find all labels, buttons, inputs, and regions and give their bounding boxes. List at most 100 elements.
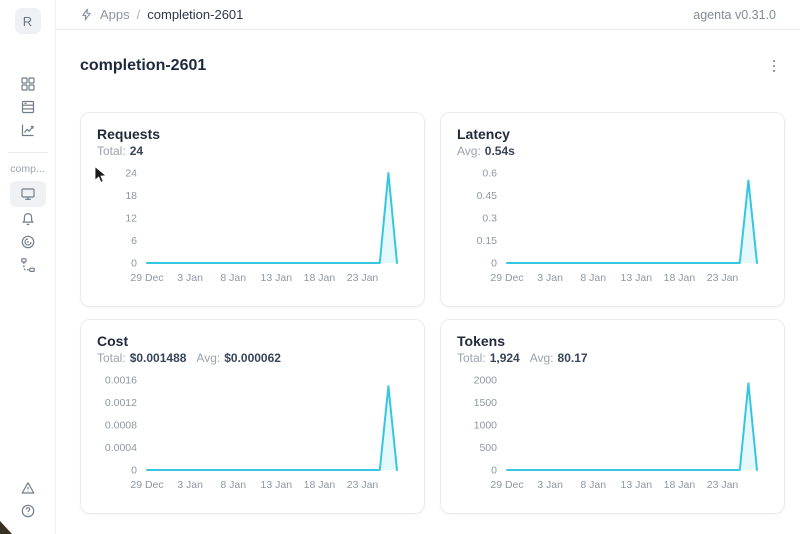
kebab-menu-button[interactable] [763, 55, 785, 77]
svg-text:18: 18 [125, 190, 137, 202]
stat-value: 24 [129, 144, 144, 158]
series-line [506, 382, 758, 471]
svg-text:1000: 1000 [474, 420, 498, 432]
y-axis-labels: 0 6 12 18 24 [125, 168, 137, 270]
svg-text:0.45: 0.45 [477, 190, 498, 202]
svg-text:13 Jan: 13 Jan [621, 479, 653, 491]
sidebar-item-apps[interactable] [10, 72, 46, 95]
svg-text:13 Jan: 13 Jan [261, 272, 293, 284]
x-axis-labels: 29 Dec 3 Jan 8 Jan 13 Jan 18 Jan 23 Jan [130, 272, 378, 284]
svg-text:29 Dec: 29 Dec [490, 272, 523, 284]
sidebar-nav-app [9, 181, 46, 276]
stat-label: Avg: [457, 144, 481, 158]
sidebar-item-registry[interactable] [10, 95, 46, 118]
sidebar-item-help[interactable] [10, 499, 46, 522]
svg-text:500: 500 [479, 442, 497, 454]
sidebar-item-observability[interactable] [10, 230, 46, 253]
page-title: completion-2601 [80, 57, 207, 74]
sidebar-item-feedback[interactable] [10, 476, 46, 499]
series-line [146, 172, 398, 264]
kebab-dot [772, 59, 776, 63]
svg-text:18 Jan: 18 Jan [664, 272, 696, 284]
x-axis-labels: 29 Dec 3 Jan 8 Jan 13 Jan 18 Jan 23 Jan [490, 272, 738, 284]
apps-grid-icon [20, 76, 36, 92]
breadcrumb: Apps / completion-2601 [80, 7, 243, 22]
svg-text:0.0016: 0.0016 [105, 375, 137, 387]
svg-text:0.0012: 0.0012 [105, 397, 137, 409]
sidebar-nav-top [10, 72, 46, 141]
series-area [147, 386, 397, 470]
svg-text:0.0008: 0.0008 [105, 420, 137, 432]
svg-text:0: 0 [491, 258, 497, 270]
bell-icon [20, 211, 36, 227]
svg-text:24: 24 [125, 168, 137, 180]
cards-grid: Requests Total: 24 0 6 12 18 24 29 Dec 3 Jan 8 J… [80, 112, 785, 514]
trace-tree-icon [20, 257, 36, 273]
card-title: Cost [97, 333, 129, 349]
card-chart[interactable]: 0 500 1000 1500 2000 29 Dec 3 Jan 8 Jan 13 Jan 18… [457, 370, 770, 508]
stat-label: Total: [97, 351, 126, 365]
breadcrumb-current: completion-2601 [147, 7, 244, 22]
stat-value: $0.001488 [129, 351, 187, 365]
svg-text:0: 0 [131, 258, 137, 270]
kebab-dot [772, 64, 776, 68]
sidebar-app-label: comp... [10, 163, 45, 175]
stat-label: Avg: [529, 351, 554, 365]
svg-text:13 Jan: 13 Jan [621, 272, 653, 284]
stat-label: Total: [97, 144, 126, 158]
avatar-letter: R [22, 13, 33, 29]
sidebar-item-traces[interactable] [10, 253, 46, 276]
chart-wrap: 0 0.0004 0.0008 0.0012 0.0016 29 Dec 3 Jan 8 Ja… [97, 370, 408, 508]
svg-text:0: 0 [491, 465, 497, 477]
metric-card-requests: Requests Total: 24 0 6 12 18 24 29 Dec 3 Jan 8 J… [80, 112, 425, 307]
sidebar-item-alerts[interactable] [10, 207, 46, 230]
series-area [507, 180, 757, 263]
stat-value: $0.000062 [224, 351, 281, 365]
svg-text:3 Jan: 3 Jan [177, 479, 203, 491]
stat-value: 1,924 [489, 351, 520, 365]
svg-text:23 Jan: 23 Jan [347, 479, 379, 491]
card-chart[interactable]: 0 0.0004 0.0008 0.0012 0.0016 29 Dec 3 Jan 8 Ja… [97, 370, 410, 508]
svg-text:2000: 2000 [474, 375, 498, 387]
bolt-icon [80, 8, 93, 21]
svg-text:23 Jan: 23 Jan [707, 479, 739, 491]
y-axis-labels: 0 0.15 0.3 0.45 0.6 [477, 168, 498, 270]
svg-text:0.6: 0.6 [482, 168, 497, 180]
svg-text:23 Jan: 23 Jan [347, 272, 379, 284]
card-stats: Total: $0.001488 Avg: $0.000062 [97, 350, 408, 366]
card-stats: Total: 24 [97, 143, 408, 159]
svg-text:0.0004: 0.0004 [105, 442, 137, 454]
sidebar-nav-bottom [10, 476, 46, 522]
breadcrumb-apps-link[interactable]: Apps [100, 7, 130, 22]
svg-text:6: 6 [131, 235, 137, 247]
series-area [507, 383, 757, 470]
metric-card-latency: Latency Avg: 0.54s 0 0.15 0.3 0.45 0.6 29 Dec 3… [440, 112, 785, 307]
card-chart[interactable]: 0 0.15 0.3 0.45 0.6 29 Dec 3 Jan 8 Jan 13 Jan 18 … [457, 163, 770, 301]
sidebar-item-evaluations[interactable] [10, 118, 46, 141]
kebab-dot [772, 69, 776, 73]
sidebar-divider [7, 152, 48, 153]
svg-text:0.15: 0.15 [477, 235, 498, 247]
help-circle-icon [20, 503, 36, 519]
svg-text:0: 0 [131, 465, 137, 477]
y-axis-labels: 0 0.0004 0.0008 0.0012 0.0016 [105, 375, 137, 477]
svg-text:3 Jan: 3 Jan [177, 272, 203, 284]
avatar[interactable]: R [14, 8, 41, 34]
radar-icon [20, 234, 36, 250]
svg-text:29 Dec: 29 Dec [130, 272, 163, 284]
stat-label: Total: [457, 351, 486, 365]
chart-wrap: 0 500 1000 1500 2000 29 Dec 3 Jan 8 Jan 13 Jan 18… [457, 370, 768, 508]
metric-card-tokens: Tokens Total: 1,924 Avg: 80.17 0 500 1000 1500… [440, 319, 785, 514]
sidebar-item-overview[interactable] [9, 181, 46, 207]
series-line [146, 385, 398, 471]
card-title: Requests [97, 126, 161, 142]
card-chart[interactable]: 0 6 12 18 24 29 Dec 3 Jan 8 Jan 13 Jan 18 Jan 23 J… [97, 163, 410, 301]
warning-triangle-icon [20, 480, 36, 496]
breadcrumb-separator: / [136, 7, 141, 22]
x-axis-labels: 29 Dec 3 Jan 8 Jan 13 Jan 18 Jan 23 Jan [130, 479, 378, 491]
card-title: Tokens [457, 333, 505, 349]
svg-text:0.3: 0.3 [482, 213, 497, 225]
table-rows-icon [20, 99, 36, 115]
card-stats: Total: 1,924 Avg: 80.17 [457, 350, 768, 366]
